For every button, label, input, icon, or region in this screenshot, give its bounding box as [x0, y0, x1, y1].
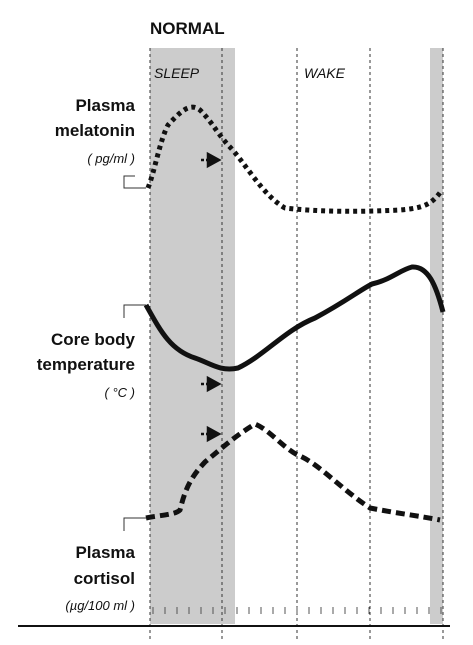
diagram-title: NORMAL: [150, 19, 225, 38]
cortisol-label-line1: Plasma: [75, 543, 135, 562]
temperature-unit: ( °C ): [105, 385, 135, 400]
arrow-right-icon: [206, 425, 222, 443]
cortisol-bracket: [123, 517, 146, 531]
hour-ticks: [152, 607, 442, 614]
melatonin-label-line1: Plasma: [75, 96, 135, 115]
melatonin-label-line2: melatonin: [55, 121, 135, 140]
arrow-right-icon: [206, 151, 222, 169]
temperature-curve: [143, 264, 446, 372]
label-brackets: [123, 175, 146, 531]
edge-band: [430, 48, 443, 624]
sleep-label: SLEEP: [154, 65, 200, 81]
cortisol-label-line2: cortisol: [74, 569, 135, 588]
temperature-bracket: [123, 304, 146, 318]
arrow-right-icon: [206, 375, 222, 393]
wake-label: WAKE: [304, 65, 346, 81]
cortisol-unit: (µg/100 ml ): [65, 598, 135, 613]
melatonin-unit: ( pg/ml ): [87, 151, 135, 166]
melatonin-curve: [145, 104, 445, 214]
temperature-label-line2: temperature: [37, 355, 135, 374]
temperature-label-line1: Core body: [51, 330, 136, 349]
cortisol-curve: [145, 421, 441, 523]
phase-arrows: [201, 151, 222, 443]
melatonin-bracket: [123, 175, 146, 189]
guide-lines: [149, 48, 444, 640]
